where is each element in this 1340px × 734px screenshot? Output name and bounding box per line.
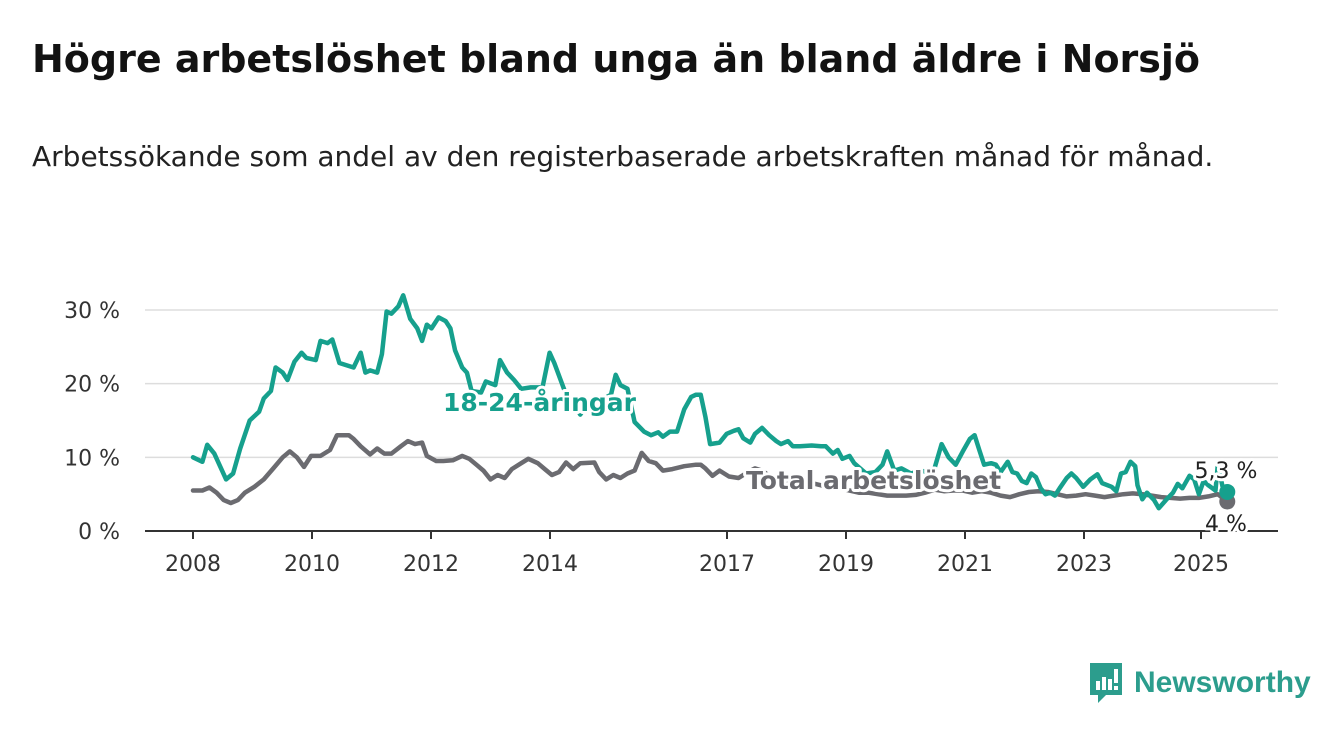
x-tick-label: 2010: [284, 552, 340, 577]
y-tick-label: 20 %: [64, 373, 120, 398]
series-youth-end-point: [1219, 483, 1236, 500]
x-tick-label: 2014: [522, 552, 578, 577]
x-tick-label: 2017: [699, 552, 755, 577]
series-label-total: Total arbetslöshet: [746, 466, 1001, 495]
end-value-total: 4 %: [1205, 512, 1247, 537]
x-tick-label: 2012: [403, 552, 459, 577]
x-tick-label: 2008: [165, 552, 221, 577]
chart-title: Högre arbetslöshet bland unga än bland ä…: [32, 37, 1201, 81]
x-tick-label: 2021: [937, 552, 993, 577]
label-layer: 18-24-åringar Total arbetslöshet 5,3 % 4 %: [440, 385, 1260, 540]
end-value-youth: 5,3 %: [1195, 459, 1258, 484]
series-label-youth: 18-24-åringar: [443, 388, 637, 417]
series-layer: [190, 293, 1236, 511]
brand-name: Newsworthy: [1134, 666, 1311, 699]
x-tick-label: 2023: [1056, 552, 1112, 577]
newsworthy-logo-icon: [1090, 663, 1122, 703]
grid: 0 % 10 % 20 % 30 %: [64, 299, 1278, 545]
y-tick-label: 0 %: [78, 520, 120, 545]
y-tick-label: 30 %: [64, 299, 120, 324]
x-tick-label: 2025: [1173, 552, 1229, 577]
brand-logo[interactable]: Newsworthy: [1088, 660, 1311, 706]
chart-subtitle: Arbetssökande som andel av den registerb…: [32, 140, 1214, 173]
x-axis: 2008 2010 2012 2014 2017 2019 2021 2023 2025: [145, 530, 1278, 577]
x-tick-label: 2019: [818, 552, 874, 577]
series-total-line: [190, 432, 1230, 506]
series-youth-line: [190, 293, 1230, 511]
y-tick-label: 10 %: [64, 446, 120, 471]
